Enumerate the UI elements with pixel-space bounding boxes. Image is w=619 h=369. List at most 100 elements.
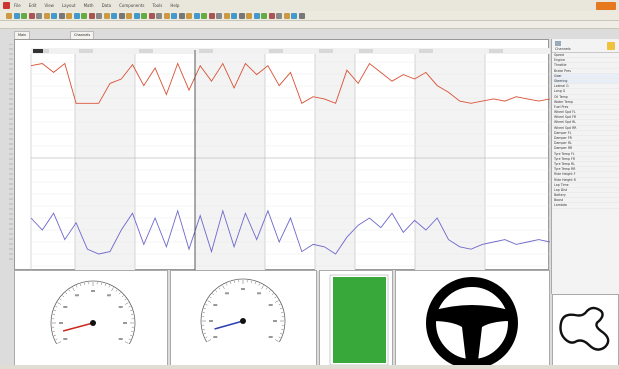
channel-row[interactable]: Wheel Spd FR — [552, 115, 619, 121]
toolbar-button[interactable] — [103, 13, 110, 19]
menu-file[interactable]: File — [14, 3, 21, 8]
section-tab[interactable] — [489, 49, 503, 53]
section-tab[interactable] — [269, 49, 283, 53]
channel-row[interactable]: Tyre Temp RL — [552, 161, 619, 168]
toolbar-button[interactable] — [283, 13, 290, 19]
toolbar-button[interactable] — [178, 13, 185, 19]
app-icon — [3, 2, 10, 9]
tab-channels[interactable]: Channels — [70, 31, 95, 39]
channel-row[interactable]: Damper FR — [552, 136, 619, 142]
channel-row[interactable]: Lap Dist — [552, 188, 619, 194]
section-tab[interactable] — [199, 49, 213, 53]
channel-row[interactable]: Oil Temp — [552, 95, 619, 100]
toolbar-button[interactable] — [126, 13, 132, 19]
toolbar-button[interactable] — [216, 13, 222, 19]
channels-panel-header: Channels — [552, 39, 619, 53]
toolbar-button[interactable] — [111, 13, 117, 19]
toolbar-button[interactable] — [58, 13, 65, 19]
toolbar-button[interactable] — [96, 13, 102, 19]
menu-view[interactable]: View — [44, 3, 54, 8]
menu-components[interactable]: Components — [119, 3, 145, 8]
toolbar-button[interactable] — [28, 13, 35, 19]
menu-edit[interactable]: Edit — [28, 3, 37, 8]
channel-row[interactable]: Gear — [552, 73, 619, 79]
channel-row[interactable]: Damper RL — [552, 141, 619, 147]
channel-row[interactable]: Wheel Spd RR — [552, 126, 619, 131]
toolbar-button[interactable] — [88, 13, 95, 19]
toolbar-button[interactable] — [208, 13, 215, 19]
toolbar-button[interactable] — [201, 13, 207, 19]
channel-row[interactable]: Boost — [552, 198, 619, 204]
toolbar-button[interactable] — [163, 13, 170, 19]
toolbar-button[interactable] — [118, 13, 125, 19]
section-tab[interactable] — [139, 49, 153, 53]
channel-row[interactable]: Ride Height F — [552, 172, 619, 178]
channel-row[interactable]: Wheel Spd FL — [552, 110, 619, 116]
chart-plot[interactable] — [15, 40, 550, 271]
chart-controls[interactable] — [33, 49, 43, 53]
channel-row[interactable]: Lateral G — [552, 84, 619, 90]
toolbar-button[interactable] — [276, 13, 282, 19]
channel-row[interactable]: Lap Time — [552, 183, 619, 188]
channel-row[interactable]: Engine — [552, 58, 619, 64]
toolbar-button[interactable] — [238, 13, 245, 19]
toolbar-button[interactable] — [223, 13, 230, 19]
toolbar-button[interactable] — [261, 13, 267, 19]
gauge-tick — [59, 298, 62, 301]
channel-row[interactable]: Ride Height R — [552, 178, 619, 183]
time-series-chart[interactable] — [14, 39, 550, 271]
toolbar-button[interactable] — [186, 13, 192, 19]
menu-layout[interactable]: Layout — [61, 3, 76, 8]
channel-row[interactable]: Water Temp — [552, 100, 619, 105]
toolbar-button[interactable] — [148, 13, 155, 19]
toolbar-button[interactable] — [21, 13, 27, 19]
toolbar-button[interactable] — [171, 13, 177, 19]
toolbar-button[interactable] — [298, 13, 305, 19]
channel-row[interactable]: Brake Pres — [552, 69, 619, 74]
tab-main[interactable]: Main — [14, 31, 31, 39]
toolbar-button[interactable] — [66, 13, 72, 19]
gauge-tick — [124, 298, 127, 301]
menu-help[interactable]: Help — [170, 3, 180, 8]
section-tab[interactable] — [359, 49, 373, 53]
toolbar-button[interactable] — [291, 13, 297, 19]
toolbar-button[interactable] — [246, 13, 252, 19]
toolbar-button[interactable] — [231, 13, 237, 19]
channel-row[interactable]: Damper FL — [552, 131, 619, 136]
toolbar-button[interactable] — [141, 13, 147, 19]
channel-row[interactable]: Lambda — [552, 203, 619, 209]
toolbar-button[interactable] — [268, 13, 275, 19]
toolbar-button[interactable] — [156, 13, 162, 19]
menu-tools[interactable]: Tools — [152, 3, 163, 8]
toolbar-button[interactable] — [6, 13, 12, 19]
channel-row[interactable]: Throttle — [552, 63, 619, 69]
channel-row[interactable]: Tyre Temp FL — [552, 152, 619, 157]
channel-row[interactable]: Speed — [552, 53, 619, 59]
toolbar-button[interactable] — [253, 13, 260, 19]
channel-row[interactable]: Battery — [552, 193, 619, 199]
toolbar-button[interactable] — [73, 13, 80, 19]
channel-row[interactable]: Tyre Temp RR — [552, 167, 619, 173]
gauge-arc — [200, 278, 286, 343]
channel-row[interactable]: Damper RR — [552, 146, 619, 152]
section-tab[interactable] — [419, 49, 433, 53]
toolbar-button[interactable] — [193, 13, 200, 19]
channel-row[interactable]: Steering — [552, 78, 619, 85]
channel-row[interactable]: Tyre Temp FR — [552, 157, 619, 162]
toolbar-button[interactable] — [36, 13, 42, 19]
channel-row[interactable]: Wheel Spd RL — [552, 120, 619, 126]
channel-row[interactable]: Long G — [552, 89, 619, 95]
channel-name: Speed — [554, 53, 564, 57]
panel-gear-icon[interactable] — [607, 42, 615, 50]
menu-math[interactable]: Math — [83, 3, 94, 8]
section-tab[interactable] — [79, 49, 93, 53]
toolbar-button[interactable] — [51, 13, 57, 19]
toolbar-button[interactable] — [13, 13, 20, 19]
toolbar-button[interactable] — [133, 13, 140, 19]
section-tab[interactable] — [319, 49, 333, 53]
menu-data[interactable]: Data — [101, 3, 112, 8]
channel-name: Tyre Temp RL — [554, 161, 576, 166]
toolbar-button[interactable] — [81, 13, 87, 19]
channel-row[interactable]: Fuel Pres — [552, 105, 619, 111]
toolbar-button[interactable] — [43, 13, 50, 19]
